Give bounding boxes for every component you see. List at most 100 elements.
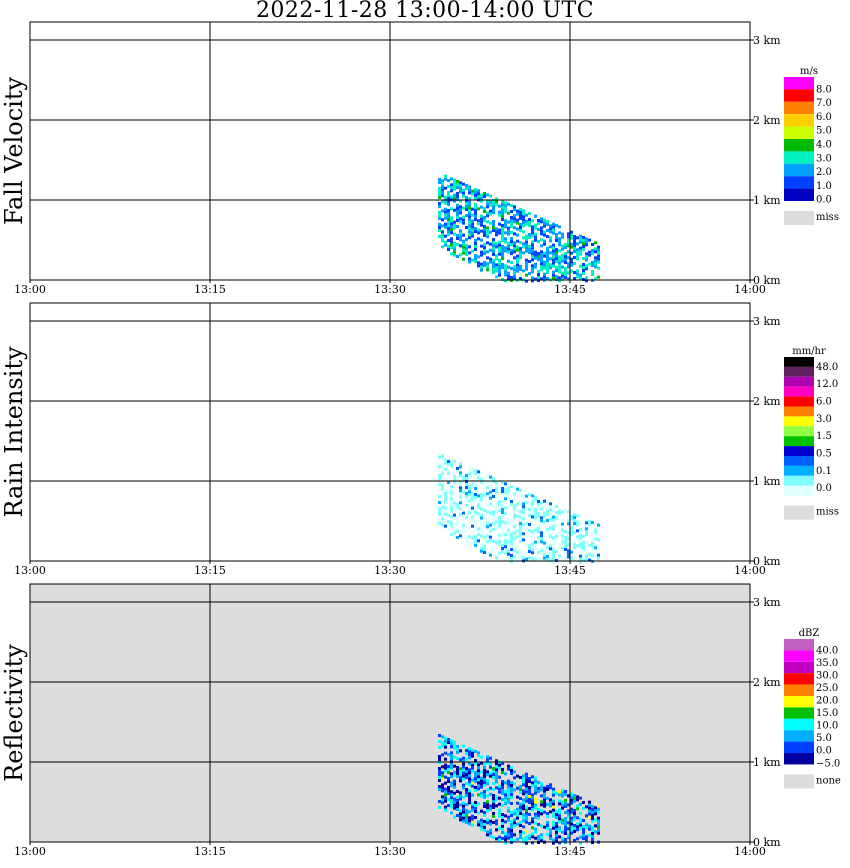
- echo-cell: [591, 533, 594, 536]
- echo-cell: [522, 209, 525, 213]
- echo-cell: [504, 273, 507, 277]
- echo-cell: [459, 462, 462, 466]
- echo-cell: [465, 202, 468, 205]
- echo-cell: [438, 453, 441, 456]
- echo-cell: [474, 523, 477, 526]
- echo-cell: [516, 260, 519, 264]
- echo-cell: [555, 831, 558, 834]
- echo-cell: [510, 832, 513, 835]
- colorbar-label: 40.0: [816, 645, 838, 656]
- echo-cell: [483, 234, 486, 237]
- echo-cell: [537, 551, 540, 554]
- echo-cell: [519, 513, 522, 516]
- echo-cell: [522, 825, 525, 829]
- echo-cell: [567, 244, 570, 248]
- echo-cell: [510, 488, 513, 491]
- echo-cell: [480, 809, 483, 813]
- echo-cell: [522, 816, 525, 820]
- echo-cell: [450, 772, 453, 776]
- echo-cell: [534, 513, 537, 517]
- y-tick-label: 2 km: [753, 114, 781, 127]
- echo-cell: [480, 531, 483, 535]
- echo-cell: [510, 530, 513, 533]
- echo-cell: [483, 225, 486, 228]
- echo-cell: [480, 519, 483, 523]
- echo-cell: [567, 815, 570, 819]
- echo-cell: [507, 274, 510, 278]
- echo-cell: [579, 841, 582, 845]
- echo-cell: [465, 184, 468, 187]
- echo-cell: [573, 522, 576, 525]
- echo-cell: [486, 205, 489, 209]
- echo-cell: [519, 797, 522, 800]
- echo-cell: [525, 829, 528, 833]
- echo-cell: [549, 556, 552, 560]
- echo-cell: [477, 255, 480, 259]
- echo-cell: [552, 273, 555, 277]
- echo-cell: [585, 267, 588, 271]
- echo-cell: [444, 808, 447, 812]
- echo-cell: [501, 215, 504, 218]
- echo-cell: [579, 796, 582, 800]
- echo-cell: [531, 820, 534, 824]
- echo-cell: [504, 204, 507, 208]
- echo-cell: [480, 516, 483, 520]
- echo-cell: [441, 777, 444, 781]
- echo-cell: [570, 242, 573, 246]
- echo-cell: [486, 229, 489, 233]
- echo-cell: [540, 259, 543, 263]
- echo-cell: [573, 543, 576, 546]
- echo-cell: [525, 506, 528, 510]
- echo-cell: [468, 801, 471, 805]
- echo-cell: [450, 500, 453, 504]
- echo-cell: [534, 250, 537, 254]
- echo-cell: [588, 800, 591, 804]
- echo-cell: [555, 251, 558, 254]
- echo-cell: [444, 790, 447, 794]
- echo-cell: [510, 222, 513, 225]
- colorbar-unit: mm/hr: [792, 346, 826, 357]
- echo-cell: [540, 531, 543, 535]
- echo-cell: [468, 792, 471, 796]
- echo-cell: [549, 810, 552, 814]
- echo-cell: [444, 742, 447, 746]
- echo-cell: [507, 247, 510, 251]
- y-axis-label: Fall Velocity: [0, 77, 28, 226]
- echo-cell: [444, 488, 447, 492]
- echo-cell: [471, 500, 474, 504]
- echo-cell: [582, 257, 585, 260]
- echo-cell: [456, 192, 459, 195]
- echo-cell: [456, 210, 459, 213]
- echo-cell: [582, 837, 585, 840]
- echo-cell: [465, 226, 468, 229]
- echo-cell: [525, 808, 528, 812]
- echo-cell: [507, 540, 510, 544]
- echo-cell: [471, 763, 474, 767]
- echo-cell: [570, 233, 573, 237]
- echo-cell: [576, 275, 579, 279]
- echo-cell: [498, 763, 501, 767]
- echo-cell: [594, 531, 597, 535]
- echo-cell: [549, 828, 552, 832]
- echo-cell: [492, 519, 495, 522]
- echo-cell: [570, 517, 573, 521]
- echo-cell: [450, 790, 453, 794]
- echo-cell: [510, 766, 513, 769]
- echo-cell: [441, 771, 444, 775]
- echo-cell: [498, 557, 501, 561]
- echo-cell: [555, 236, 558, 239]
- echo-cell: [441, 786, 444, 790]
- echo-cell: [552, 246, 555, 250]
- echo-cell: [579, 539, 582, 543]
- echo-cell: [483, 790, 486, 793]
- echo-cell: [576, 523, 579, 527]
- echo-cell: [441, 798, 444, 802]
- echo-cell: [570, 257, 573, 261]
- y-tick-label: 2 km: [753, 676, 781, 689]
- echo-cell: [450, 497, 453, 501]
- echo-cell: [501, 771, 504, 774]
- echo-cell: [468, 747, 471, 751]
- echo-cell: [474, 511, 477, 514]
- echo-cell: [564, 255, 567, 258]
- echo-cell: [594, 824, 597, 828]
